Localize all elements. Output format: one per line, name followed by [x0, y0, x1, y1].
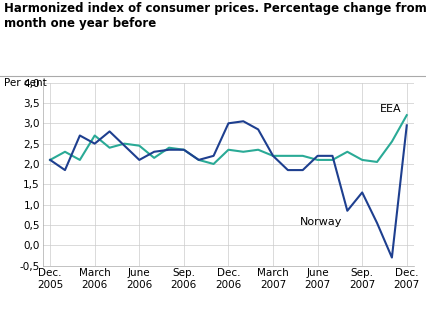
- Text: Norway: Norway: [299, 217, 341, 227]
- Text: Harmonized index of consumer prices. Percentage change from the same
month one y: Harmonized index of consumer prices. Per…: [4, 2, 426, 29]
- Text: EEA: EEA: [379, 104, 401, 114]
- Text: Per cent: Per cent: [4, 78, 47, 88]
